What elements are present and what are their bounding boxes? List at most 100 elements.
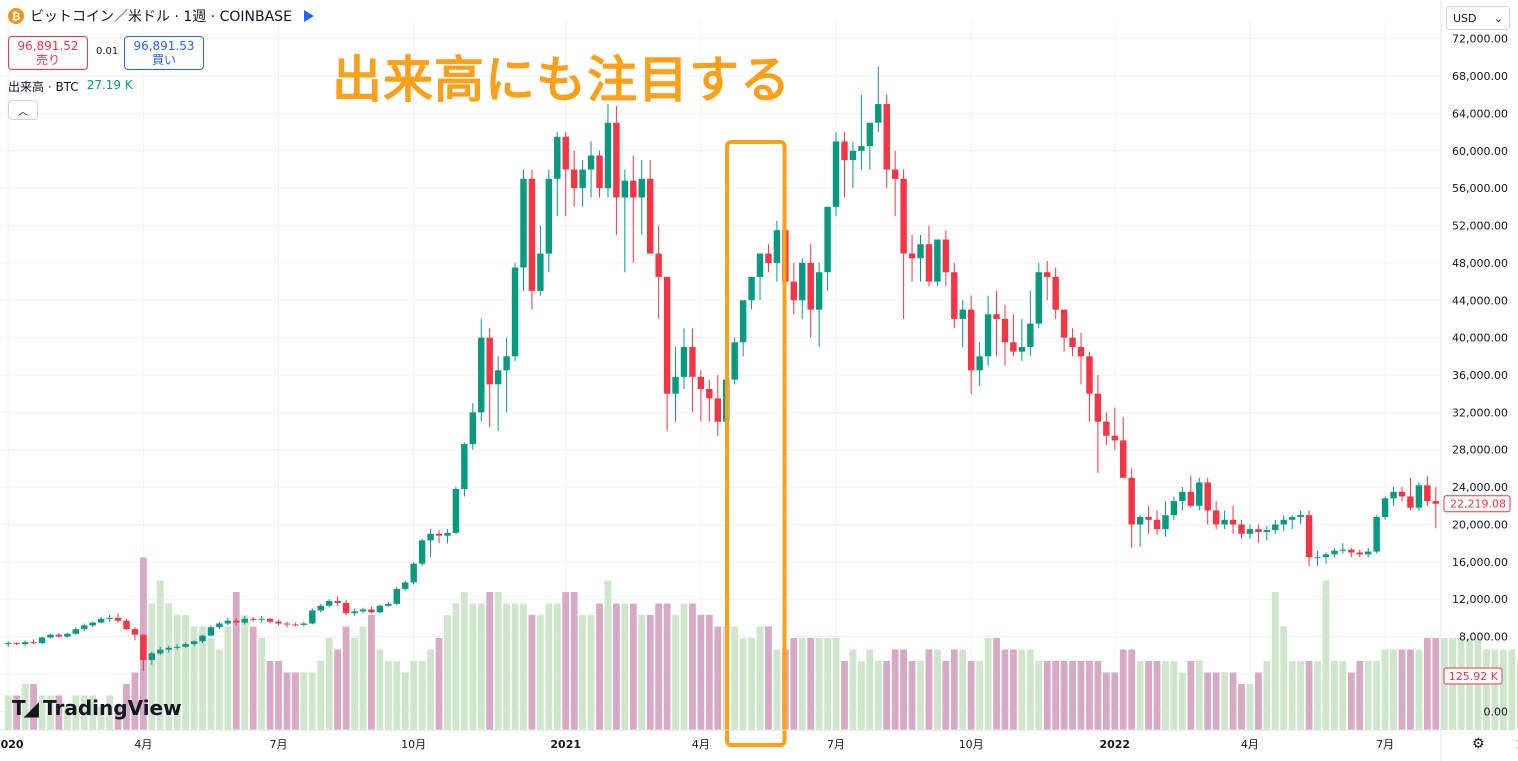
volume-bar	[1271, 592, 1279, 730]
candle-body	[1187, 491, 1195, 506]
currency-select[interactable]: USD ⌄	[1446, 6, 1510, 30]
volume-bar	[1440, 638, 1448, 730]
volume-bar	[317, 661, 325, 730]
volume-bar	[376, 649, 384, 730]
volume-bar	[89, 695, 97, 730]
volume-bar	[1499, 649, 1507, 730]
candle-body	[1027, 323, 1034, 347]
volume-bar	[55, 695, 63, 730]
symbol-header[interactable]: ₿ ビットコイン／米ドル · 1週 · COINBASE	[8, 6, 314, 26]
volume-bar	[1432, 638, 1440, 730]
buy-button[interactable]: 96,891.53 買い	[124, 36, 204, 70]
time-tick-label: 10月	[959, 738, 984, 751]
candle-body	[1407, 496, 1414, 508]
volume-bar	[249, 626, 257, 730]
price-tick-label: 0.00	[1484, 705, 1509, 718]
candle-body	[1035, 272, 1042, 324]
candle-body	[1331, 550, 1338, 555]
volume-bar	[1060, 661, 1068, 730]
volume-bar	[1331, 661, 1338, 730]
candle-body	[663, 276, 671, 394]
time-tick-label: 4月	[1241, 738, 1259, 751]
buy-price: 96,891.53	[133, 39, 195, 53]
candle-body	[427, 533, 434, 541]
candle-body	[984, 314, 992, 357]
time-axis[interactable]: 20204月7月10月20214月7月10月20224月7月10月2023	[0, 729, 1518, 751]
candle-body	[951, 272, 958, 319]
candle-body	[157, 649, 164, 654]
candle-body	[376, 605, 384, 613]
volume-bar	[1111, 672, 1119, 730]
volume-value: 27.19 K	[86, 78, 133, 92]
collapse-legend-button[interactable]: ︿	[8, 100, 38, 120]
volume-bar	[106, 695, 113, 730]
candle-body	[1145, 517, 1152, 520]
volume-bar	[1187, 661, 1195, 730]
volume-bar	[934, 649, 941, 730]
last-volume-tag	[1443, 667, 1503, 685]
volume-bar	[1136, 661, 1144, 730]
price-tick-label: 40,000.00	[1452, 332, 1508, 345]
candle-body	[1356, 552, 1363, 555]
volume-bar	[1423, 638, 1431, 730]
candle-body	[1044, 272, 1051, 277]
time-tick-label: 10月	[401, 738, 426, 751]
tradingview-logo-text: TradingView	[43, 696, 182, 720]
candle-body	[1364, 551, 1372, 555]
volume-bar	[47, 695, 54, 730]
candle-body	[5, 643, 12, 645]
volume-bar	[841, 661, 848, 730]
volume-bar	[790, 638, 798, 730]
time-tick-label: 4月	[134, 738, 152, 751]
price-tick-label: 16,000.00	[1452, 556, 1508, 569]
volume-bar	[883, 661, 891, 730]
gear-icon[interactable]: ⚙	[1472, 736, 1485, 752]
candle-body	[131, 629, 139, 635]
candle-body	[1272, 524, 1279, 531]
candle-body	[385, 603, 392, 606]
candle-body	[934, 239, 941, 282]
sell-button[interactable]: 96,891.52 売り	[8, 36, 88, 70]
last-volume-label: 125.92 K	[1449, 670, 1499, 683]
price-axis[interactable]: 72,000.00 68,000.00 64,000.00 60,000.00 56,0…	[1440, 0, 1509, 761]
currency-value: USD	[1453, 11, 1477, 25]
time-tick-label: 2022	[1099, 738, 1130, 751]
candle-body	[1111, 435, 1118, 441]
volume-bar	[1297, 661, 1305, 730]
candle-body	[97, 618, 105, 623]
candle-body	[368, 609, 375, 613]
candle-body	[1229, 519, 1237, 525]
volume-bar	[486, 592, 494, 730]
candle-body	[554, 136, 561, 179]
volume-bar	[418, 661, 426, 730]
candle-body	[883, 104, 890, 170]
candle-body	[89, 622, 96, 626]
volume-bar	[410, 661, 418, 730]
volume-bar	[114, 707, 122, 730]
candle-body	[815, 272, 823, 310]
volume-bar	[452, 603, 460, 730]
candle-body	[706, 389, 713, 399]
volume-bar	[773, 649, 781, 730]
candle-body	[1238, 524, 1245, 534]
flag-icon[interactable]	[303, 10, 314, 22]
volume-bar	[308, 672, 316, 730]
candle-body	[478, 337, 485, 413]
volume-bar	[925, 649, 933, 730]
price-tick-label: 20,000.00	[1452, 518, 1508, 531]
volume-bar	[384, 661, 392, 730]
candle-body	[249, 618, 257, 620]
volume-bar	[4, 695, 12, 730]
volume-bar	[1043, 661, 1051, 730]
annotation-text: 出来高にも注目する	[332, 51, 791, 109]
volume-bar	[908, 661, 916, 730]
candle-body	[967, 309, 975, 371]
volume-bar	[444, 615, 451, 730]
volume-bar	[1314, 661, 1321, 730]
candle-body	[1204, 482, 1211, 511]
candle-body	[1263, 530, 1271, 532]
candle-body	[72, 629, 80, 634]
tradingview-logo[interactable]: 𝗧◢ TradingView	[12, 696, 182, 720]
candle-body	[976, 356, 983, 371]
